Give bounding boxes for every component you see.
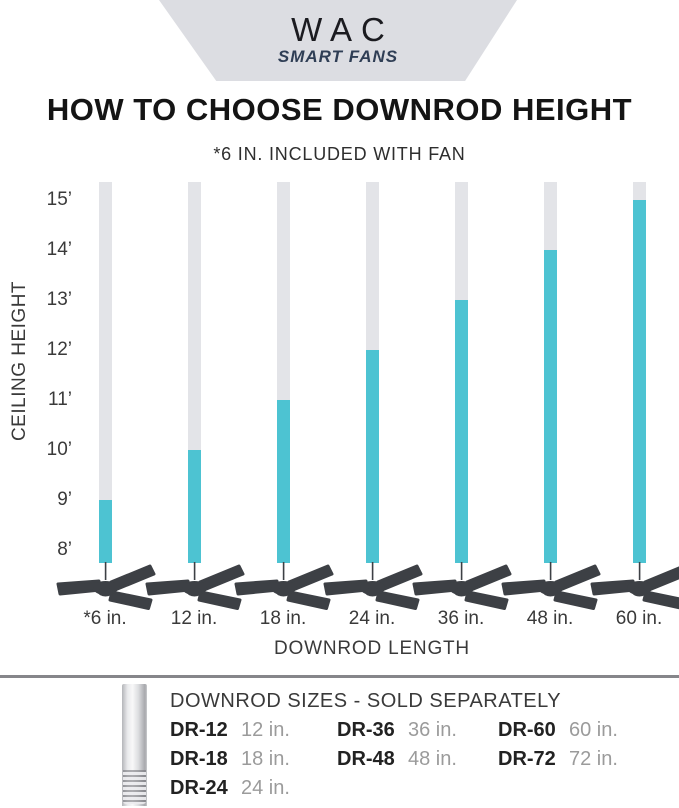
y-axis-tick-label: 11’ (48, 389, 72, 410)
rod-remainder-bar (187, 182, 201, 450)
rod-remainder-bar (98, 182, 112, 500)
downrod-size-row: DR-24 24 in. (170, 774, 290, 803)
downrod-size-value: 72 in. (569, 748, 618, 770)
rod-remainder-bar (454, 182, 468, 300)
y-axis-tick-label: 15’ (46, 189, 72, 210)
y-axis-tick-label: 13’ (46, 289, 72, 310)
downrod-size-row: DR-72 72 in. (498, 745, 618, 774)
x-axis-tick-label: 24 in. (348, 608, 396, 629)
ceiling-fan-icon (501, 562, 600, 610)
downrod-model-code: DR-12 (170, 719, 228, 741)
downrod-height-chart: CEILING HEIGHT DOWNROD LENGTH 15’ 14’ 13’ 1… (0, 170, 679, 675)
downrod-length-bar (365, 350, 379, 563)
downrod-size-row: DR-60 60 in. (498, 716, 618, 745)
y-axis-tick-label: 12’ (46, 339, 72, 360)
downrod-sizes-heading: DOWNROD SIZES - SOLD SEPARATELY (170, 690, 562, 712)
downrod-length-bar (276, 400, 290, 563)
rod-remainder-bar (276, 182, 290, 400)
downrod-size-value: 18 in. (241, 748, 290, 770)
downrod-model-code: DR-18 (170, 748, 228, 770)
rod-remainder-bar (365, 182, 379, 350)
downrod-model-code: DR-60 (498, 719, 556, 741)
brand-logo: WAC (291, 11, 394, 48)
downrod-length-bar (454, 300, 468, 563)
brand-tagline: SMART FANS (277, 47, 399, 66)
downrod-size-column: DR-12 12 in. DR-18 18 in. DR-24 24 in. (170, 716, 290, 803)
page-title: HOW TO CHOOSE DOWNROD HEIGHT (46, 92, 633, 127)
downrod-size-row: DR-36 36 in. (337, 716, 457, 745)
downrod-model-code: DR-24 (170, 777, 228, 799)
ceiling-fan-icon (323, 562, 422, 610)
downrod-product-image (122, 684, 147, 806)
downrod-size-column: DR-36 36 in. DR-48 48 in. (337, 716, 457, 774)
x-axis-title: DOWNROD LENGTH (274, 638, 470, 659)
rod-remainder-bar (632, 182, 646, 200)
section-divider (0, 675, 679, 678)
downrod-length-bar (632, 200, 646, 563)
downrod-length-bar (98, 500, 112, 563)
downrod-sizes-section: DOWNROD SIZES - SOLD SEPARATELY DR-12 12 … (0, 678, 679, 808)
downrod-length-bar (543, 250, 557, 563)
downrod-model-code: DR-48 (337, 748, 395, 770)
y-axis-tick-label: 10’ (46, 439, 72, 460)
downrod-size-value: 48 in. (408, 748, 457, 770)
rod-remainder-bar (543, 182, 557, 250)
downrod-size-value: 24 in. (241, 777, 290, 799)
ceiling-fan-icon (412, 562, 511, 610)
downrod-size-value: 36 in. (408, 719, 457, 741)
x-axis-tick-label: 12 in. (170, 608, 218, 629)
downrod-size-row: DR-12 12 in. (170, 716, 290, 745)
x-axis-tick-label: 36 in. (437, 608, 485, 629)
x-axis-tick-label: *6 in. (83, 608, 127, 629)
y-axis-tick-label: 14’ (46, 239, 72, 260)
x-axis-tick-label: 60 in. (615, 608, 663, 629)
brand-banner: WAC SMART FANS (159, 0, 517, 81)
ceiling-fan-icon (145, 562, 244, 610)
downrod-size-column: DR-60 60 in. DR-72 72 in. (498, 716, 618, 774)
downrod-size-row: DR-48 48 in. (337, 745, 457, 774)
ceiling-fan-icon (234, 562, 333, 610)
x-axis-tick-label: 18 in. (259, 608, 307, 629)
x-axis-tick-label: 48 in. (526, 608, 574, 629)
y-axis-tick-label: 9’ (57, 489, 72, 510)
page-subtitle: *6 IN. INCLUDED WITH FAN (213, 144, 466, 164)
ceiling-fan-icon (590, 562, 679, 610)
downrod-length-bar (187, 450, 201, 563)
downrod-size-value: 12 in. (241, 719, 290, 741)
downrod-size-value: 60 in. (569, 719, 618, 741)
downrod-model-code: DR-72 (498, 748, 556, 770)
y-axis-tick-label: 8’ (57, 539, 72, 560)
ceiling-fan-icon (56, 562, 155, 610)
downrod-model-code: DR-36 (337, 719, 395, 741)
downrod-size-row: DR-18 18 in. (170, 745, 290, 774)
